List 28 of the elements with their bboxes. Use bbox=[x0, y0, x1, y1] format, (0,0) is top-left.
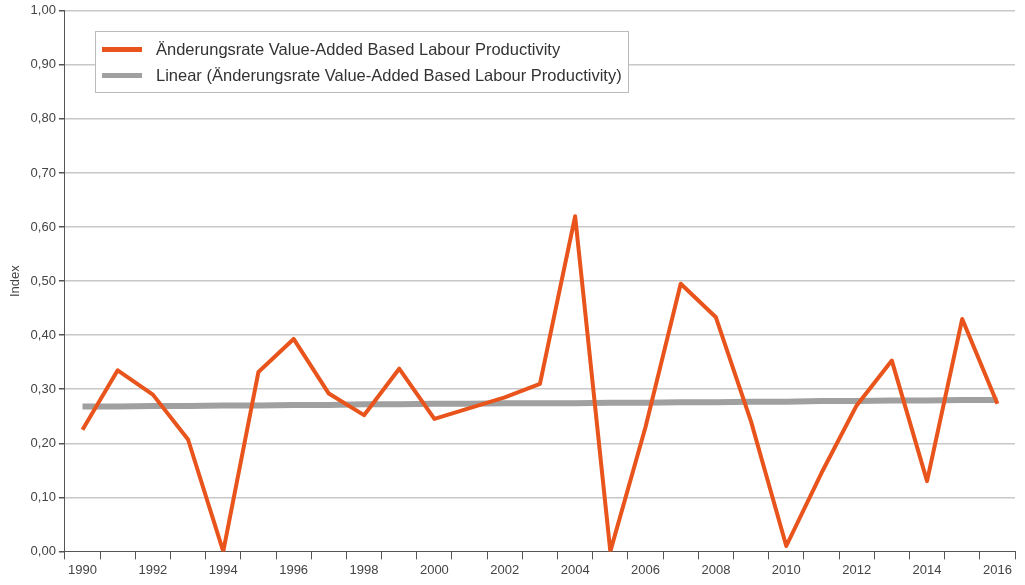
y-tick-label: 0,30 bbox=[30, 380, 56, 396]
legend-label: Änderungsrate Value-Added Based Labour Productivity bbox=[156, 39, 561, 59]
y-tick-label: 1,00 bbox=[30, 2, 56, 18]
x-tick-label: 2014 bbox=[912, 561, 942, 577]
x-tick-label: 1990 bbox=[68, 561, 97, 577]
x-tick-label: 2002 bbox=[490, 561, 520, 577]
y-tick-label: 0,70 bbox=[30, 164, 56, 180]
x-tick-label: 1992 bbox=[138, 561, 168, 577]
y-tick-label: 0,50 bbox=[30, 272, 56, 288]
x-tick-label: 2000 bbox=[419, 561, 449, 577]
y-tick-label: 0,90 bbox=[30, 56, 56, 72]
y-axis-title: Index bbox=[7, 264, 23, 298]
x-tick-label: 2016 bbox=[982, 561, 1012, 577]
legend-label: Linear (Änderungsrate Value-Added Based Labour Productivity) bbox=[156, 65, 622, 85]
x-tick-label: 2004 bbox=[560, 561, 590, 577]
y-tick-label: 0,40 bbox=[30, 326, 56, 342]
y-tick-label: 0,60 bbox=[30, 218, 56, 234]
x-tick-label: 1996 bbox=[279, 561, 309, 577]
x-tick-label: 2012 bbox=[842, 561, 872, 577]
x-tick-label: 1998 bbox=[349, 561, 379, 577]
y-tick-label: 0,80 bbox=[30, 110, 56, 126]
x-tick-label: 2008 bbox=[701, 561, 731, 577]
y-tick-label: 0,00 bbox=[30, 542, 56, 558]
x-tick-label: 2006 bbox=[631, 561, 660, 577]
x-tick-label: 2010 bbox=[771, 561, 801, 577]
x-tick-label: 1994 bbox=[208, 561, 238, 577]
y-tick-label: 0,20 bbox=[30, 434, 56, 450]
y-tick-label: 0,10 bbox=[30, 488, 56, 504]
